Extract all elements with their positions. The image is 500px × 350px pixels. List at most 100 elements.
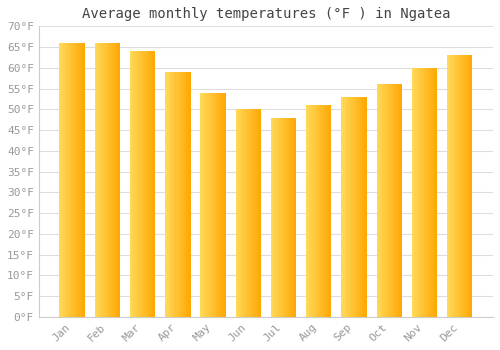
Bar bbox=[216, 93, 218, 317]
Bar bbox=[360, 97, 361, 317]
Bar bbox=[395, 84, 396, 317]
Bar bbox=[401, 84, 402, 317]
Bar bbox=[365, 97, 366, 317]
Bar bbox=[424, 68, 426, 317]
Bar bbox=[136, 51, 138, 317]
Bar bbox=[73, 43, 74, 317]
Bar bbox=[252, 109, 254, 317]
Bar bbox=[60, 43, 61, 317]
Bar bbox=[202, 93, 203, 317]
Bar bbox=[62, 43, 63, 317]
Bar bbox=[378, 84, 379, 317]
Bar bbox=[236, 109, 238, 317]
Bar bbox=[239, 109, 240, 317]
Bar bbox=[324, 105, 326, 317]
Bar bbox=[349, 97, 350, 317]
Bar bbox=[426, 68, 427, 317]
Bar bbox=[165, 72, 190, 317]
Bar bbox=[103, 43, 104, 317]
Bar bbox=[320, 105, 322, 317]
Bar bbox=[342, 97, 366, 317]
Bar bbox=[389, 84, 390, 317]
Bar bbox=[189, 72, 190, 317]
Bar bbox=[173, 72, 174, 317]
Bar bbox=[385, 84, 386, 317]
Bar bbox=[109, 43, 110, 317]
Bar bbox=[282, 118, 284, 317]
Bar bbox=[64, 43, 66, 317]
Bar bbox=[392, 84, 394, 317]
Bar bbox=[258, 109, 260, 317]
Bar bbox=[66, 43, 67, 317]
Bar bbox=[249, 109, 250, 317]
Bar bbox=[204, 93, 206, 317]
Bar bbox=[105, 43, 106, 317]
Bar bbox=[412, 68, 437, 317]
Bar bbox=[326, 105, 328, 317]
Bar bbox=[396, 84, 397, 317]
Bar bbox=[355, 97, 356, 317]
Bar bbox=[151, 51, 152, 317]
Bar bbox=[98, 43, 99, 317]
Bar bbox=[111, 43, 112, 317]
Bar bbox=[76, 43, 77, 317]
Bar bbox=[152, 51, 153, 317]
Bar bbox=[328, 105, 329, 317]
Bar bbox=[130, 51, 156, 317]
Bar bbox=[386, 84, 388, 317]
Bar bbox=[271, 118, 272, 317]
Bar bbox=[108, 43, 109, 317]
Bar bbox=[344, 97, 346, 317]
Bar bbox=[145, 51, 146, 317]
Bar bbox=[225, 93, 226, 317]
Bar bbox=[353, 97, 354, 317]
Bar bbox=[323, 105, 324, 317]
Bar bbox=[464, 55, 465, 317]
Bar bbox=[463, 55, 464, 317]
Bar bbox=[61, 43, 62, 317]
Bar bbox=[414, 68, 415, 317]
Bar bbox=[285, 118, 286, 317]
Bar bbox=[318, 105, 319, 317]
Bar bbox=[362, 97, 364, 317]
Bar bbox=[245, 109, 246, 317]
Bar bbox=[177, 72, 178, 317]
Bar bbox=[116, 43, 117, 317]
Bar bbox=[260, 109, 261, 317]
Bar bbox=[182, 72, 183, 317]
Bar bbox=[412, 68, 414, 317]
Bar bbox=[313, 105, 314, 317]
Bar bbox=[219, 93, 220, 317]
Bar bbox=[97, 43, 98, 317]
Bar bbox=[214, 93, 215, 317]
Bar bbox=[417, 68, 418, 317]
Bar bbox=[200, 93, 202, 317]
Bar bbox=[281, 118, 282, 317]
Bar bbox=[68, 43, 69, 317]
Bar bbox=[427, 68, 428, 317]
Bar bbox=[400, 84, 401, 317]
Bar bbox=[457, 55, 458, 317]
Bar bbox=[94, 43, 96, 317]
Bar bbox=[77, 43, 78, 317]
Bar bbox=[218, 93, 219, 317]
Bar bbox=[187, 72, 188, 317]
Bar bbox=[119, 43, 120, 317]
Bar bbox=[347, 97, 348, 317]
Bar bbox=[330, 105, 332, 317]
Bar bbox=[450, 55, 452, 317]
Bar bbox=[286, 118, 287, 317]
Bar bbox=[327, 105, 328, 317]
Bar bbox=[96, 43, 98, 317]
Bar bbox=[99, 43, 100, 317]
Bar bbox=[287, 118, 288, 317]
Bar bbox=[150, 51, 151, 317]
Bar bbox=[310, 105, 311, 317]
Bar bbox=[376, 84, 402, 317]
Bar bbox=[188, 72, 189, 317]
Bar bbox=[352, 97, 353, 317]
Bar bbox=[274, 118, 275, 317]
Bar bbox=[242, 109, 244, 317]
Bar bbox=[210, 93, 212, 317]
Bar bbox=[469, 55, 470, 317]
